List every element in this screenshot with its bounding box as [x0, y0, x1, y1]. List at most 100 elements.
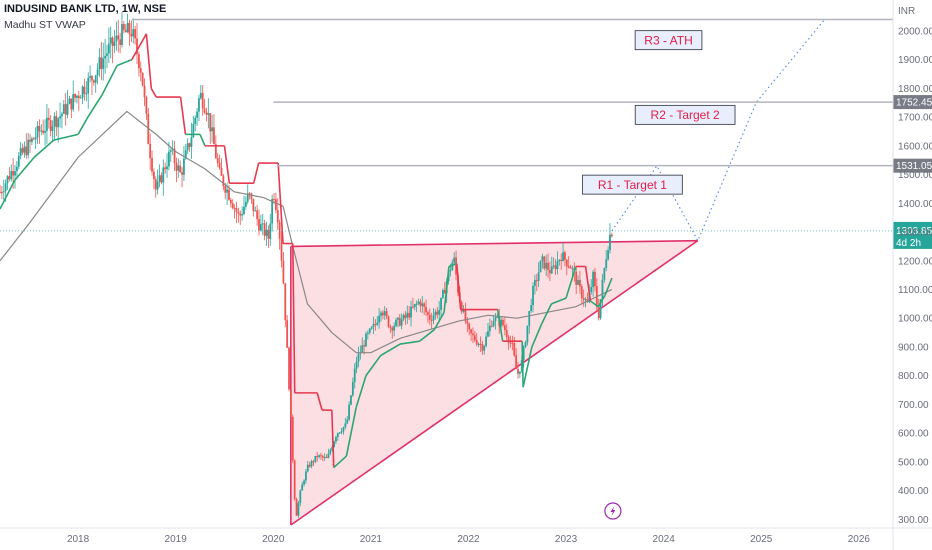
candle-body — [111, 37, 114, 47]
candle-body — [8, 176, 11, 180]
triangle-top-line — [290, 239, 698, 248]
candle-body — [318, 455, 320, 458]
candle-body — [571, 268, 574, 270]
candle-body — [252, 198, 255, 211]
supertrend-segment — [433, 312, 445, 331]
candle-body — [434, 311, 437, 316]
candle-body — [256, 210, 259, 220]
candle-body — [104, 55, 107, 59]
candle-body — [29, 139, 31, 142]
candle-body — [244, 201, 247, 207]
candle-body — [603, 268, 606, 280]
candle-body — [211, 127, 213, 132]
candle-body — [243, 206, 245, 214]
candle-body — [229, 199, 232, 204]
candle-body — [541, 256, 544, 261]
supertrend-segment — [252, 162, 260, 184]
y-tick-label: 1900.00 — [898, 55, 932, 66]
candle-body — [609, 234, 611, 251]
candle-body — [383, 311, 386, 316]
candle-body — [381, 312, 384, 316]
candle-body — [509, 342, 512, 344]
candle-body — [415, 303, 418, 305]
y-tick-label: 600.00 — [898, 429, 929, 440]
candle-body — [575, 271, 578, 285]
candle-body — [378, 315, 381, 323]
candle-body — [290, 389, 292, 418]
candle-body — [299, 490, 302, 504]
supertrend-segment — [33, 139, 55, 158]
candle-body — [85, 93, 88, 95]
candle-body — [406, 312, 409, 318]
candle-body — [126, 22, 129, 33]
candle-body — [76, 95, 78, 98]
x-tick-label: 2023 — [555, 534, 578, 545]
candle-body — [355, 361, 358, 369]
y-tick-label: 1000.00 — [898, 314, 932, 325]
candle-body — [258, 219, 260, 231]
candle-body — [421, 303, 424, 307]
supertrend-segment — [565, 266, 577, 299]
candle-body — [207, 113, 210, 115]
candle-body — [535, 280, 538, 282]
candle-body — [74, 94, 76, 98]
candle-body — [107, 43, 110, 54]
candle-body — [46, 117, 48, 131]
candle-body — [308, 464, 311, 467]
candle-body — [21, 148, 24, 153]
candle-body — [92, 80, 95, 83]
supertrend-segment — [355, 375, 367, 408]
y-tick-label: 1100.00 — [898, 285, 932, 296]
supertrend-segment — [365, 355, 382, 377]
candle-body — [87, 77, 90, 94]
candle-body — [96, 69, 99, 76]
candle-body — [372, 323, 375, 328]
candle-body — [47, 117, 50, 121]
candle-body — [303, 480, 305, 485]
candle-body — [134, 29, 137, 39]
candle-body — [263, 223, 266, 236]
candle-body — [449, 270, 452, 272]
vwap-line — [0, 110, 613, 354]
x-tick-label: 2022 — [457, 534, 480, 545]
candle-body — [413, 304, 416, 308]
annotation-label: R2 - Target 2 — [651, 108, 720, 122]
candle-body — [113, 41, 116, 47]
candle-body — [42, 130, 45, 133]
candle-body — [601, 279, 604, 300]
candle-body — [549, 270, 551, 274]
candle-body — [321, 456, 324, 458]
candle-body — [128, 22, 131, 34]
candle-body — [40, 130, 43, 132]
candle-body — [443, 290, 446, 294]
supertrend-segment — [14, 156, 35, 181]
y-tick-label: 2000.00 — [898, 26, 932, 37]
candle-body — [261, 223, 264, 225]
annotation-box[interactable] — [634, 104, 736, 125]
candle-body — [374, 323, 377, 325]
price-axis[interactable]: 300.00 400.00 500.00 600.00 700.00 800.00 900.… — [898, 6, 932, 526]
candle-body — [154, 179, 157, 190]
annotation-box[interactable] — [634, 30, 703, 51]
candle-body — [231, 203, 234, 209]
candle-body — [438, 309, 441, 315]
candle-body — [19, 148, 22, 156]
candle-body — [160, 175, 163, 183]
time-axis[interactable]: 2018 2019 2020 2021 2022 2023 2024 2025 2026 — [67, 534, 870, 545]
candle-body — [550, 266, 553, 274]
candle-body — [488, 325, 491, 332]
candle-body — [344, 423, 347, 428]
candle-body — [57, 118, 60, 128]
candle-body — [91, 76, 93, 81]
candle-body — [2, 191, 5, 193]
y-tick-label: 400.00 — [898, 486, 929, 497]
candle-body — [539, 260, 542, 273]
candle-body — [190, 137, 193, 147]
candle-body — [547, 262, 549, 271]
annotation-box[interactable] — [582, 174, 683, 195]
candle-body — [175, 163, 178, 171]
candle-body — [323, 456, 326, 458]
